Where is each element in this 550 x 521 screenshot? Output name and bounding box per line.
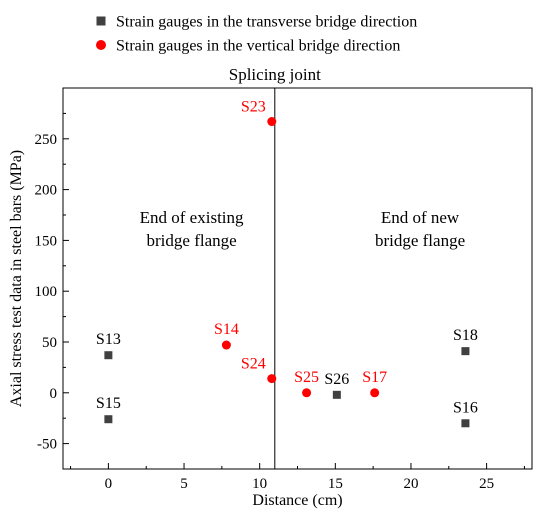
region-annotation-2: End of new bridge flange	[375, 208, 465, 250]
y-tick-label: 50	[42, 335, 57, 351]
point-s14	[221, 340, 231, 350]
point-s25	[302, 388, 312, 398]
y-tick-label: -50	[37, 437, 57, 453]
x-tick-label: 20	[403, 476, 418, 492]
y-tick-label: 100	[35, 284, 58, 300]
point-s17	[370, 388, 380, 398]
point-label-s15: S15	[96, 395, 121, 412]
x-tick-label: 0	[105, 476, 113, 492]
point-label-s17: S17	[362, 369, 387, 386]
x-axis: 0 5 10 15 20 25	[70, 463, 525, 492]
region-annotation-line: bridge flange	[375, 231, 465, 250]
point-label-s13: S13	[96, 331, 121, 348]
x-tick-label: 10	[252, 476, 267, 492]
region-annotation-1: End of existing bridge flange	[140, 208, 244, 250]
legend-marker-1	[96, 16, 106, 26]
point-s18	[461, 347, 470, 356]
point-label-s16: S16	[453, 399, 478, 416]
x-tick-label: 15	[328, 476, 343, 492]
point-s13	[104, 351, 113, 360]
point-label-s25: S25	[294, 369, 319, 386]
y-tick-label: 200	[35, 183, 58, 199]
point-label-s23: S23	[241, 99, 266, 116]
region-annotation-line: bridge flange	[147, 231, 237, 250]
legend: Strain gauges in the transverse bridge d…	[96, 14, 417, 55]
x-axis-title: Distance (cm)	[252, 492, 342, 509]
x-tick-label: 25	[479, 476, 494, 492]
region-annotation-line: End of new	[381, 208, 460, 227]
point-s24	[267, 374, 277, 384]
point-s26	[332, 390, 341, 399]
point-s23	[267, 117, 277, 127]
region-annotation-line: End of existing	[140, 208, 244, 227]
point-label-s24: S24	[241, 356, 266, 373]
splicing-joint-label: Splicing joint	[229, 65, 321, 84]
y-tick-label: 150	[35, 233, 58, 249]
data-points: S13 S15 S26 S18 S16 S23 S14 S24 S25 S17	[96, 99, 478, 428]
y-axis: -50 0 50 100 150 200 250	[35, 112, 69, 453]
point-label-s26: S26	[324, 371, 349, 388]
point-label-s14: S14	[214, 321, 239, 338]
y-tick-label: 0	[50, 386, 58, 402]
x-tick-label: 5	[180, 476, 188, 492]
annotations: End of existing bridge flange End of new br…	[140, 208, 465, 250]
y-axis-title: Axial stress test data in steel bars (MP…	[8, 150, 25, 407]
legend-marker-2	[96, 40, 106, 50]
legend-label-1: Strain gauges in the transverse bridge d…	[116, 14, 417, 31]
point-s16	[461, 419, 470, 428]
point-label-s18: S18	[453, 327, 478, 344]
y-tick-label: 250	[35, 132, 58, 148]
point-s15	[104, 415, 113, 424]
legend-label-2: Strain gauges in the vertical bridge dir…	[116, 38, 400, 55]
